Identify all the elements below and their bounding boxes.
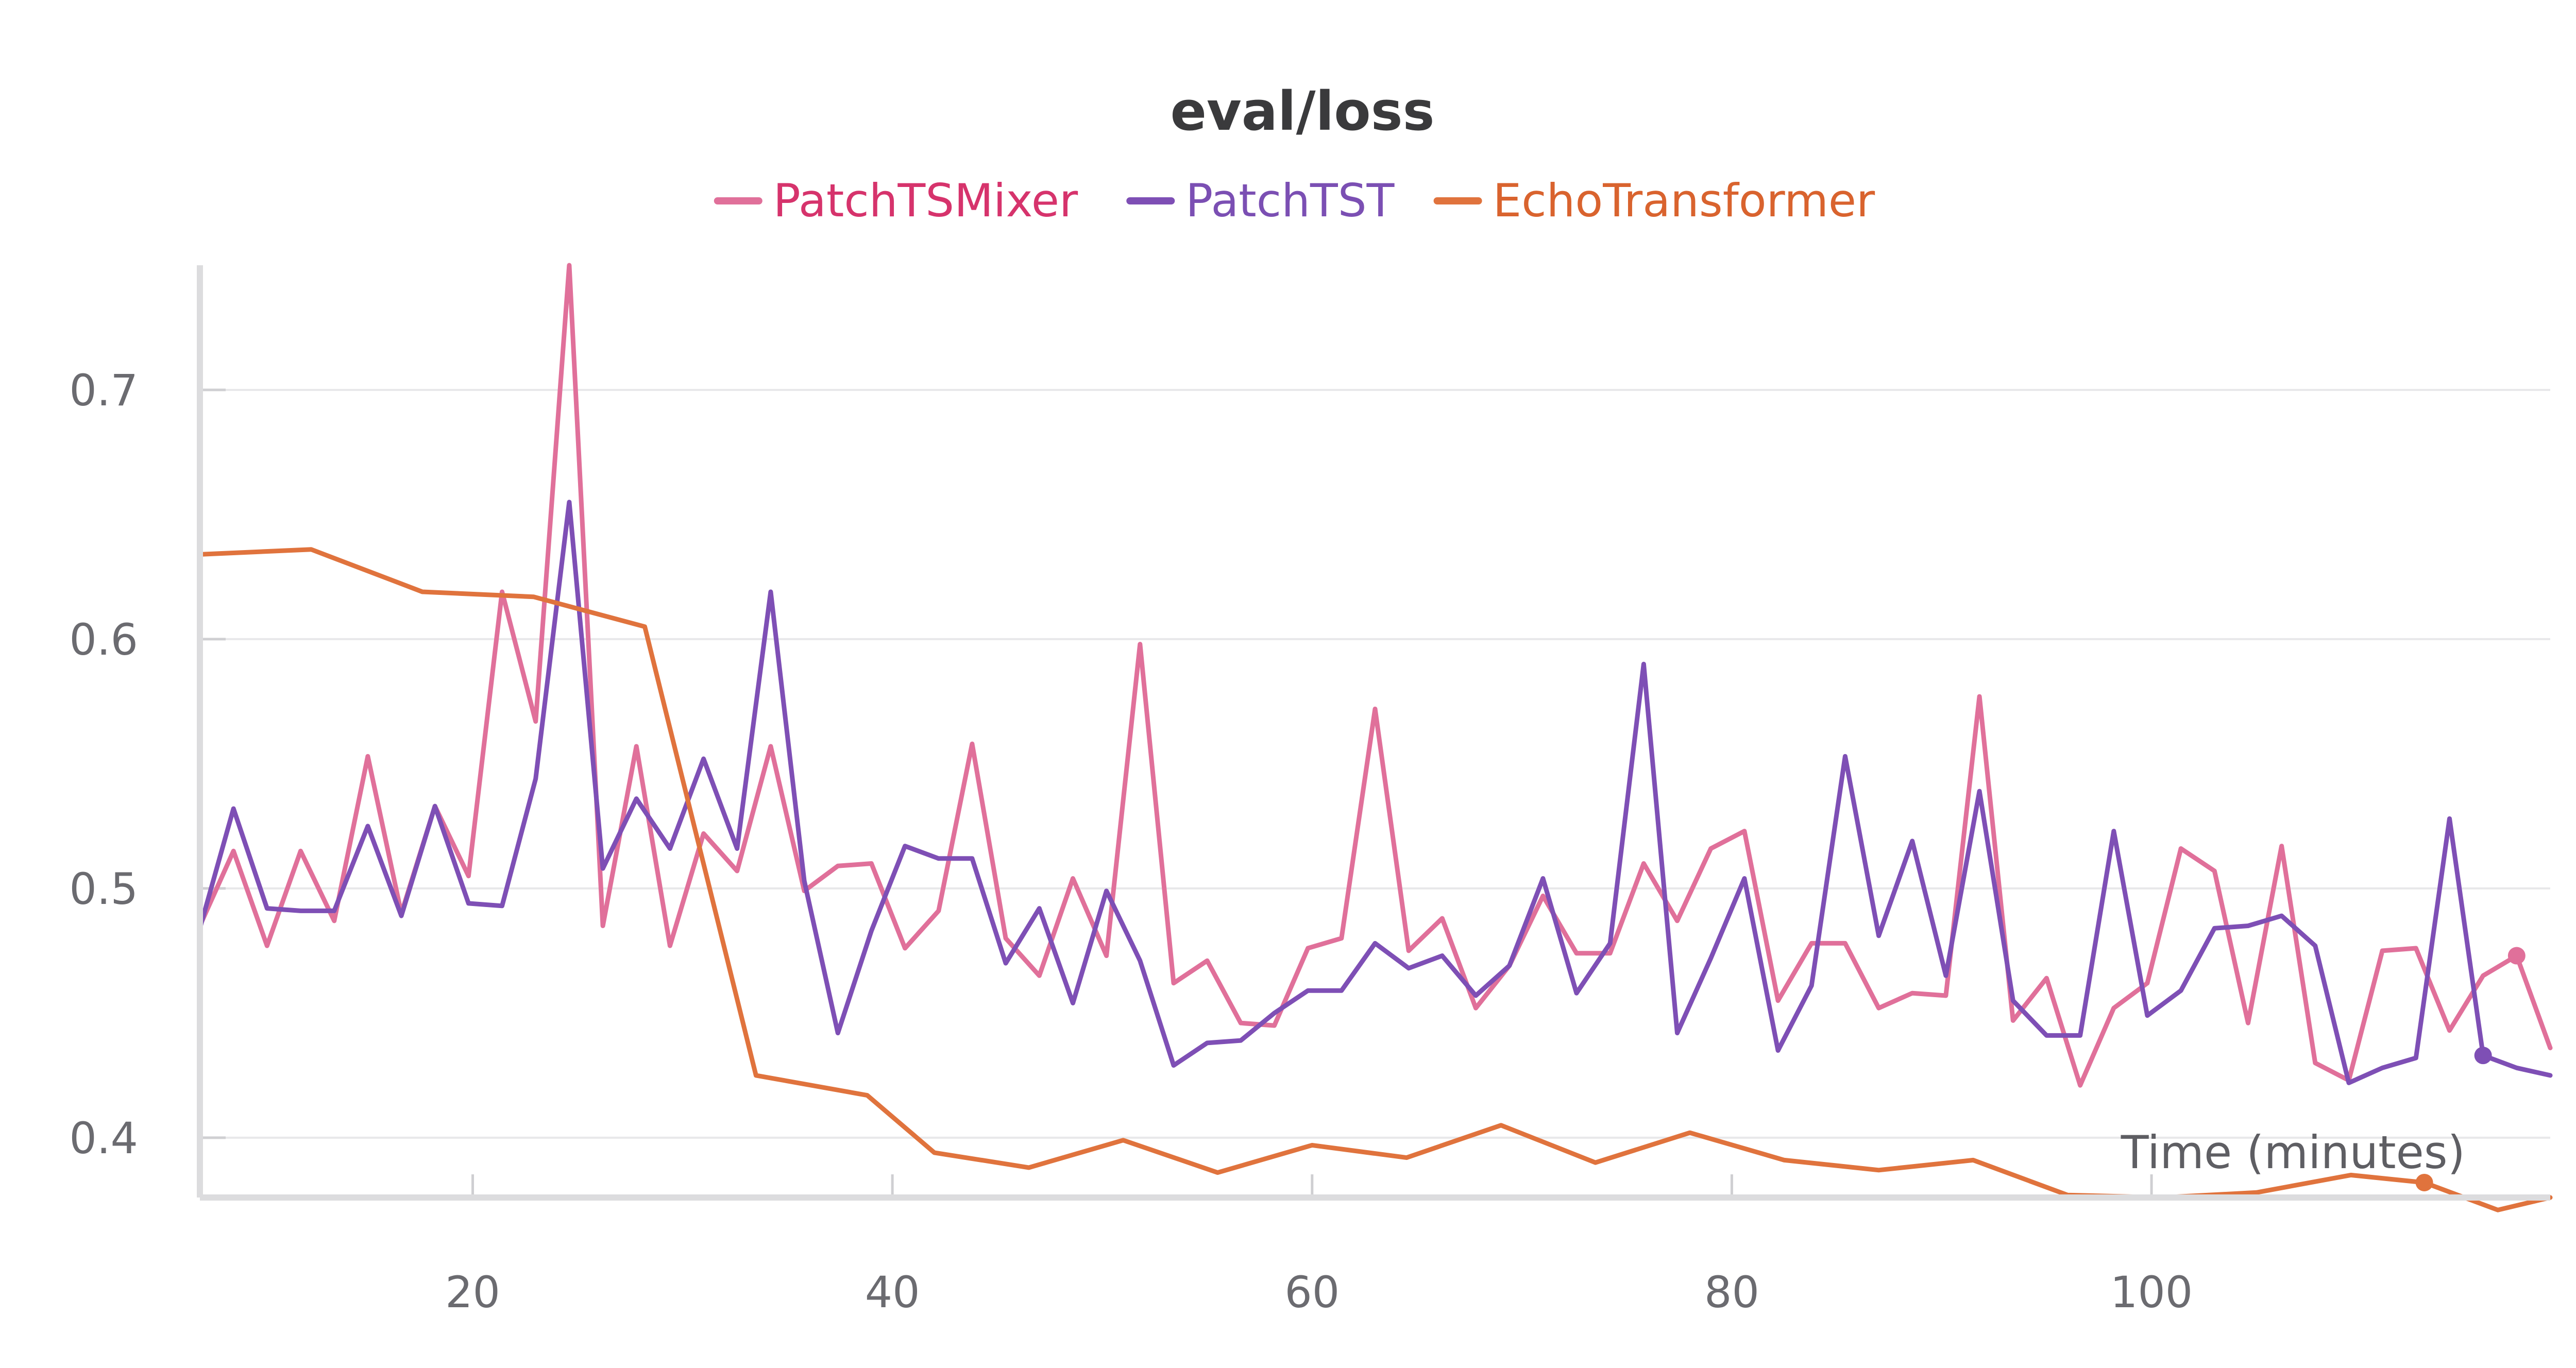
- gridlines: [200, 388, 2550, 1139]
- x-tick-label: 60: [1284, 1267, 1340, 1318]
- y-tick-label: 0.5: [69, 864, 138, 914]
- series-layer: [197, 263, 2553, 1212]
- legend-item-patchtst[interactable]: PatchTST: [1126, 174, 1395, 227]
- y-axis-ticks: 0.4 0.5 0.6 0.7: [69, 365, 226, 1164]
- series-marker-patchtst: [2474, 1047, 2492, 1065]
- y-tick-label: 0.7: [69, 365, 138, 416]
- y-tick-label: 0.6: [69, 614, 138, 665]
- x-tick-label: 100: [2110, 1267, 2193, 1318]
- series-line-patchtst: [197, 500, 2553, 1085]
- y-tick-label: 0.4: [69, 1113, 138, 1164]
- legend-label: EchoTransformer: [1493, 174, 1875, 227]
- x-axis-ticks: 20 40 60 80 100: [445, 1174, 2193, 1318]
- x-tick-label: 80: [1704, 1267, 1759, 1318]
- series-marker-echotransformer: [2415, 1173, 2433, 1191]
- legend[interactable]: PatchTSMixer PatchTST EchoTransformer: [714, 174, 1875, 227]
- legend-label: PatchTST: [1185, 174, 1395, 227]
- legend-item-patchtsmixer[interactable]: PatchTSMixer: [714, 174, 1078, 227]
- series-line-echotransformer: [197, 547, 2553, 1212]
- series-line-patchtsmixer: [197, 263, 2553, 1088]
- x-tick-label: 40: [865, 1267, 920, 1318]
- series-marker-patchtsmixer: [2507, 947, 2526, 965]
- x-tick-label: 20: [445, 1267, 500, 1318]
- x-axis-title: Time (minutes): [2121, 1126, 2465, 1179]
- legend-label: PatchTSMixer: [773, 174, 1078, 227]
- chart-title: eval/loss: [1170, 80, 1434, 143]
- legend-item-echotransformer[interactable]: EchoTransformer: [1433, 174, 1875, 227]
